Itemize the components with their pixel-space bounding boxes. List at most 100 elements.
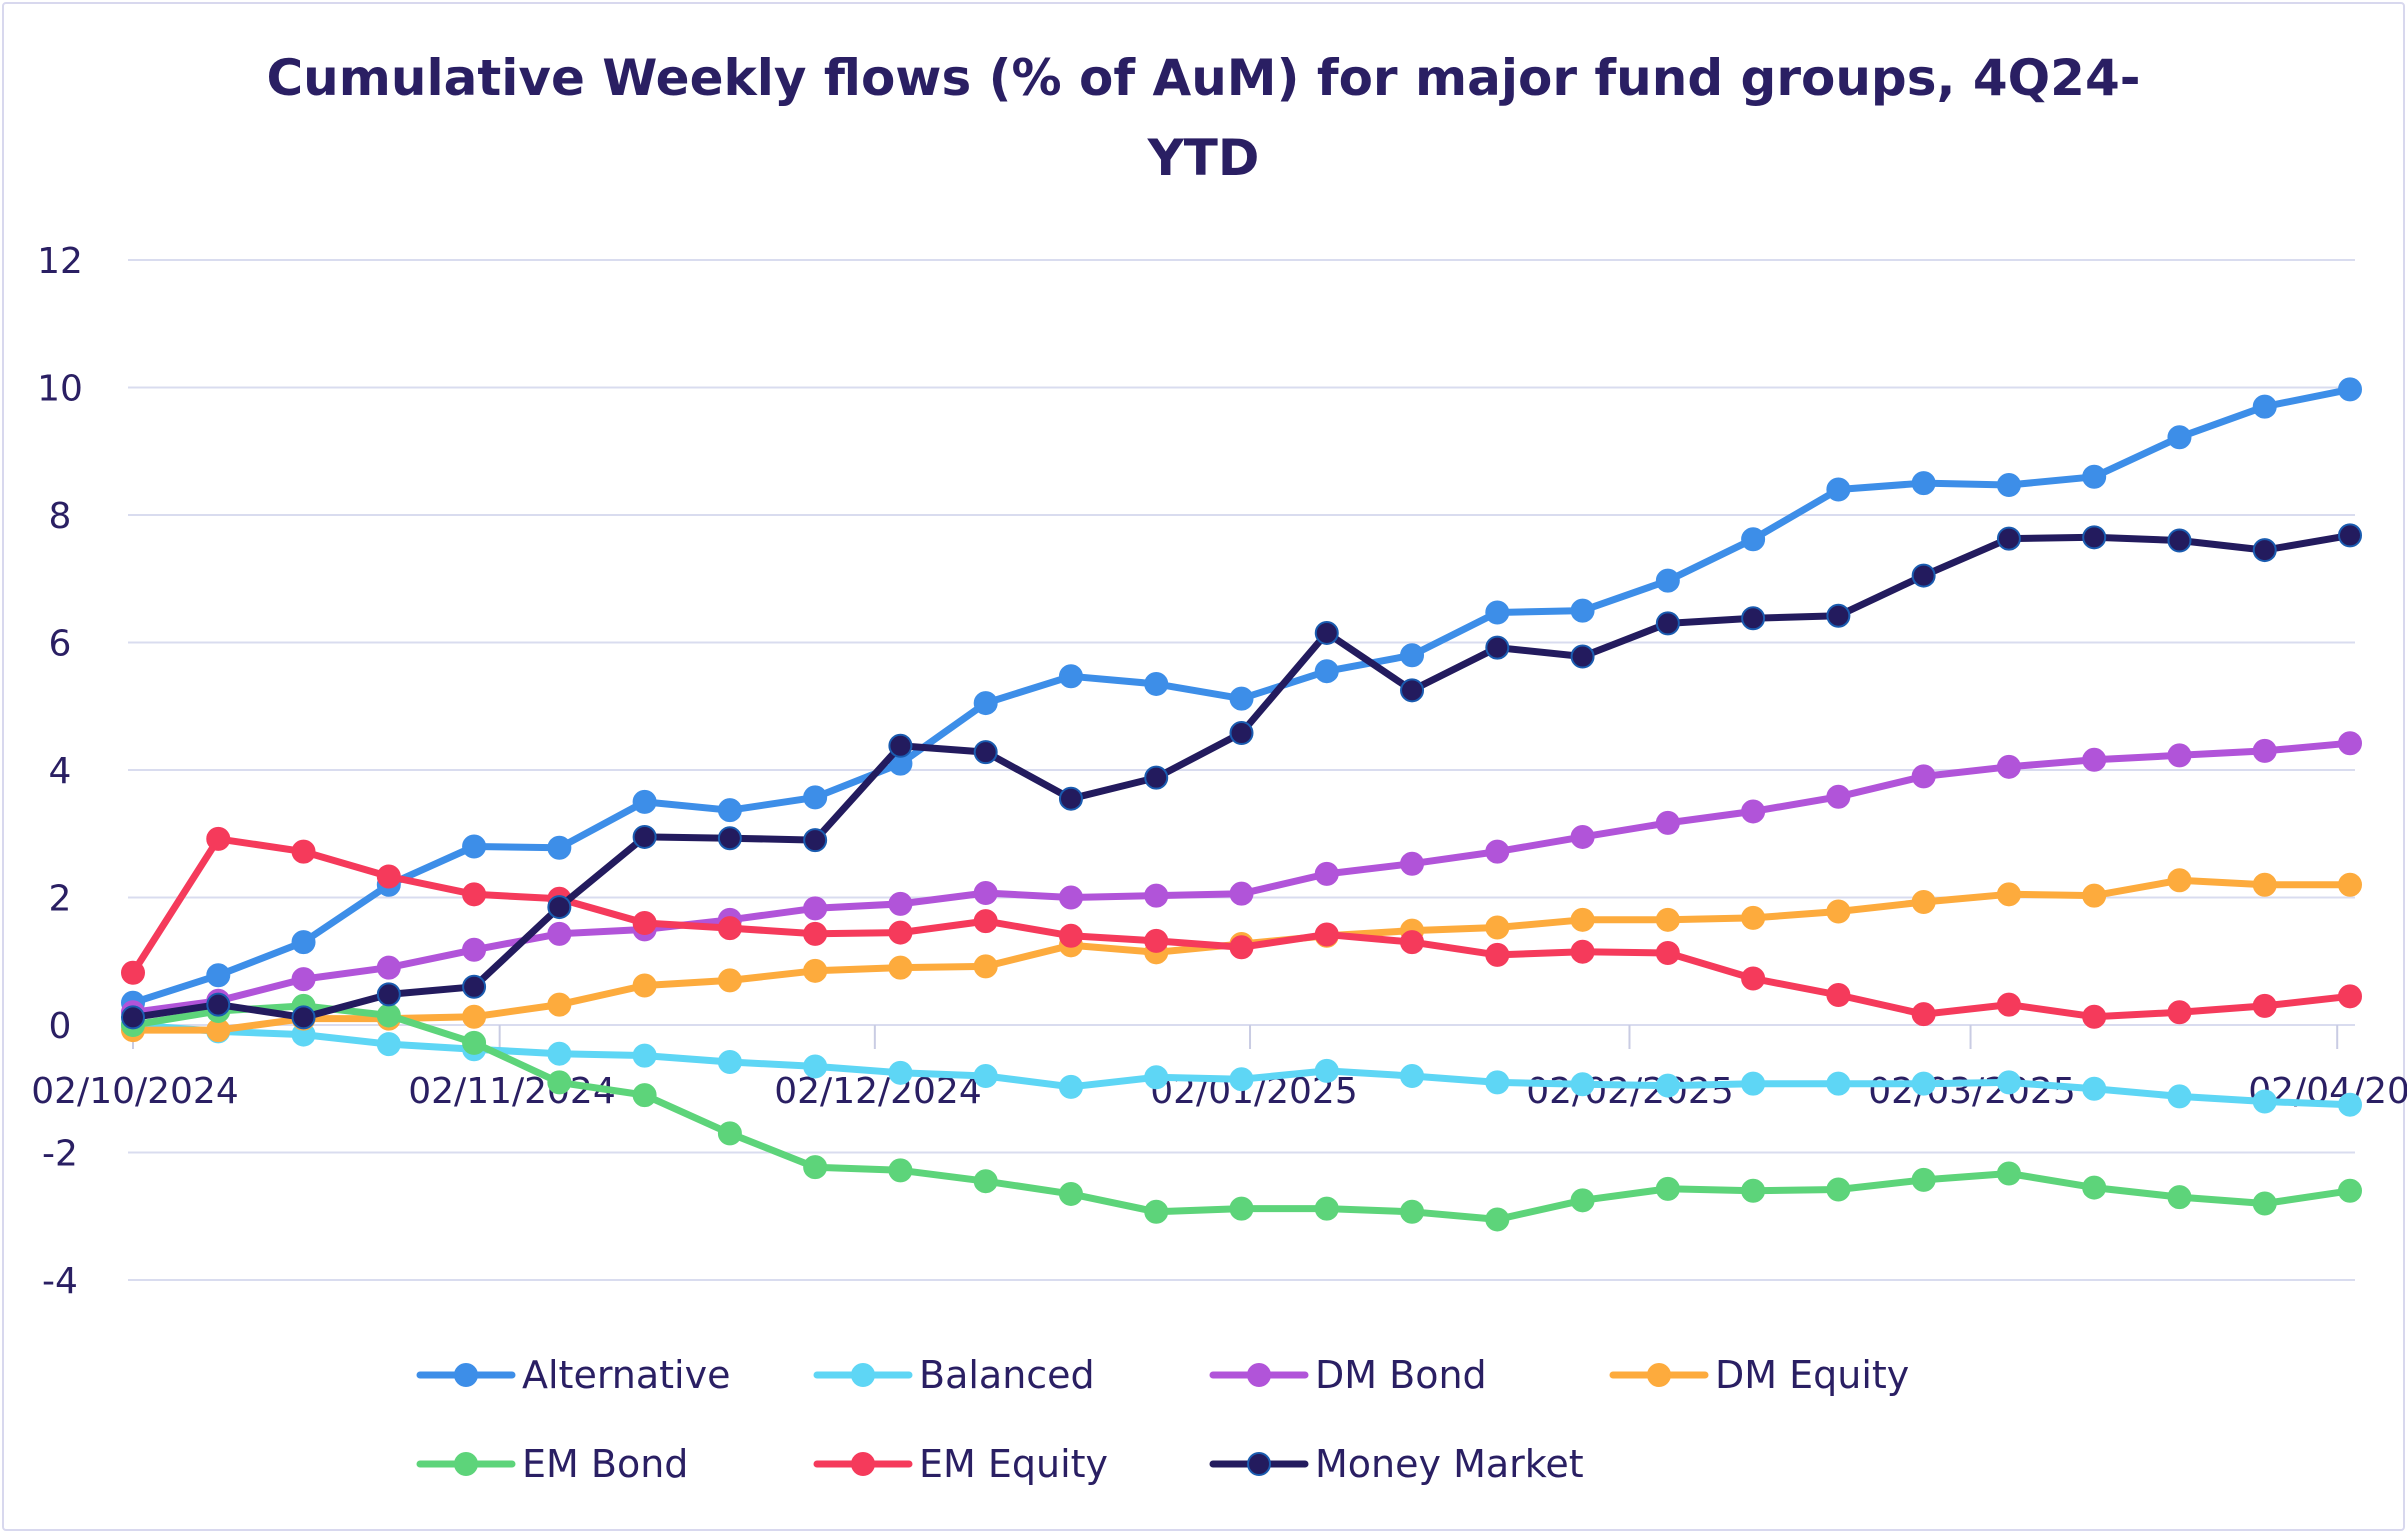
data-point [1229, 935, 1254, 960]
series-dm-bond [121, 731, 2362, 1025]
data-point [1655, 1176, 1680, 1201]
data-point [547, 1041, 572, 1066]
data-point [888, 1060, 913, 1085]
legend-label: Money Market [1315, 1442, 1584, 1486]
data-point [717, 968, 742, 993]
data-point [2167, 868, 2192, 893]
data-point [1314, 1058, 1339, 1083]
data-point [888, 733, 913, 758]
data-point [1741, 1178, 1766, 1203]
data-point [2338, 523, 2362, 548]
data-point [2167, 1185, 2192, 1210]
data-point [1826, 1177, 1851, 1202]
data-point [291, 930, 316, 955]
data-point [1741, 1071, 1766, 1096]
legend-marker [1647, 1363, 1671, 1387]
data-point [1400, 1064, 1425, 1088]
data-point [1485, 942, 1510, 967]
data-point [888, 1158, 913, 1183]
legend-label: EM Bond [522, 1442, 688, 1486]
y-tick-label: 2 [49, 879, 72, 920]
chart-title: Cumulative Weekly flows (% of AuM) for m… [0, 38, 2407, 198]
legend-label: DM Equity [1715, 1353, 1909, 1397]
data-point [2167, 1000, 2192, 1025]
data-point [376, 864, 401, 889]
data-point [973, 954, 998, 979]
data-point [2252, 738, 2277, 763]
data-point [888, 891, 913, 916]
series-em-equity [121, 826, 2362, 1029]
data-point [1485, 1207, 1510, 1232]
data-point [803, 1155, 828, 1180]
legend-marker [851, 1363, 875, 1387]
data-point [1655, 940, 1680, 965]
data-point [121, 960, 145, 985]
legend-marker [454, 1452, 478, 1476]
data-point [973, 691, 998, 716]
data-point [2082, 883, 2107, 908]
data-point [1314, 922, 1339, 947]
data-point [2338, 1178, 2362, 1203]
y-tick-label: 4 [49, 751, 72, 792]
data-point [2338, 1092, 2362, 1117]
data-point [291, 1005, 316, 1030]
data-point [2082, 1175, 2107, 1200]
data-point [2252, 394, 2277, 419]
data-point [1570, 598, 1595, 623]
data-point [2167, 528, 2192, 553]
data-point [1996, 1161, 2021, 1186]
data-point [1741, 606, 1766, 631]
data-point [803, 828, 828, 853]
data-point [2167, 743, 2192, 768]
data-point [1996, 473, 2021, 498]
data-point [973, 881, 998, 906]
data-point [1826, 477, 1851, 502]
data-point [1996, 1070, 2021, 1095]
y-tick-label: 0 [49, 1006, 72, 1047]
legend-marker [1247, 1363, 1271, 1387]
data-point [1400, 930, 1425, 955]
legend-item: Alternative [416, 1353, 730, 1397]
data-point [803, 785, 828, 810]
data-point [803, 921, 828, 946]
data-point [1996, 754, 2021, 779]
data-point [1826, 983, 1851, 1008]
data-point [1400, 1199, 1425, 1224]
data-point [1485, 839, 1510, 864]
data-point [376, 1003, 401, 1028]
data-point [547, 992, 572, 1017]
data-point [1655, 568, 1680, 593]
legend-label: EM Equity [919, 1442, 1108, 1486]
series-line [129, 739, 2354, 1016]
data-point [547, 835, 572, 860]
data-point [1314, 1196, 1339, 1221]
data-point [1570, 939, 1595, 964]
data-point [888, 955, 913, 980]
data-point [1655, 611, 1680, 636]
data-point [1911, 471, 1936, 496]
data-point [632, 789, 657, 814]
data-point [632, 911, 657, 935]
data-point [462, 937, 487, 962]
data-point [632, 824, 657, 849]
data-point [1570, 1072, 1595, 1097]
data-point [547, 895, 572, 920]
data-point [1911, 1002, 1936, 1027]
data-point [1911, 889, 1936, 914]
data-point [632, 973, 657, 998]
x-tick-label: 02/11/2024 [408, 1071, 616, 1112]
legend-marker [1247, 1452, 1271, 1476]
y-tick-label: 12 [37, 241, 83, 282]
data-point [717, 826, 742, 851]
data-point [1144, 883, 1169, 908]
y-tick-label: 8 [49, 496, 72, 537]
data-point [462, 1030, 487, 1055]
legend: Alternative Balanced DM Bond DM Equity EM Bo… [416, 1353, 1909, 1486]
data-point [1655, 810, 1680, 835]
data-point [2252, 538, 2277, 563]
data-point [2338, 731, 2362, 756]
data-point [547, 921, 572, 946]
data-point [2082, 464, 2107, 489]
data-point [2252, 1089, 2277, 1114]
